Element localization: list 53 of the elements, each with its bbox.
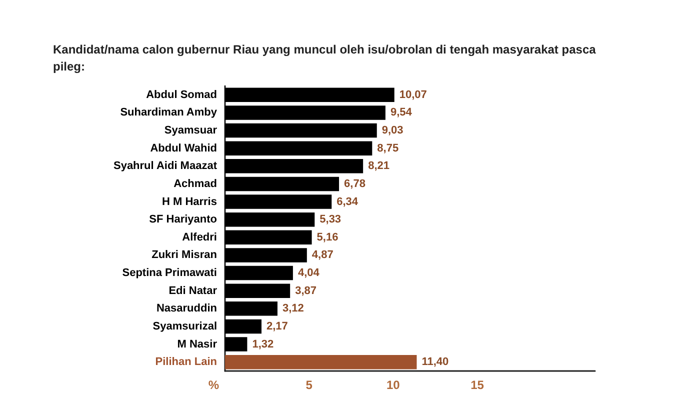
x-tick-label: 15	[470, 378, 484, 392]
x-axis-title: %	[208, 378, 220, 392]
chart-title: Kandidat/nama calon gubernur Riau yang muncul oleh isu/obrolan di tengah masyarakat pasca pileg:	[53, 42, 600, 74]
bar	[225, 88, 394, 102]
y-tick-label: SF Hariyanto	[149, 214, 218, 226]
bar	[225, 159, 364, 174]
y-tick-label: Nasaruddin	[156, 302, 218, 315]
bar	[225, 194, 332, 209]
y-tick-label: Achmad	[174, 178, 217, 190]
y-tick-label: Syamsuar	[164, 124, 218, 137]
data-label: 3,87	[295, 284, 317, 297]
data-label: 8,75	[377, 142, 399, 154]
x-tick-label: 10	[386, 378, 400, 392]
y-tick-label: Zukri Misran	[152, 249, 218, 262]
data-label: 8,21	[368, 160, 390, 172]
bar	[225, 106, 386, 120]
y-tick-label: Edi Natar	[168, 284, 218, 297]
data-label: 5,16	[316, 231, 338, 244]
data-label: 11,40	[422, 356, 449, 368]
data-label: 2,17	[266, 320, 288, 332]
data-label: 6,34	[336, 196, 359, 208]
bar	[225, 212, 315, 227]
y-tick-label: Syahrul Aidi Maazat	[113, 160, 218, 172]
data-label: 4,87	[312, 249, 334, 262]
data-label: 9,54	[390, 106, 413, 119]
y-tick-label: Suhardiman Amby	[120, 106, 218, 119]
bar	[225, 337, 248, 352]
bar	[225, 319, 262, 334]
x-tick-label: 5	[306, 378, 313, 392]
y-tick-label: M Nasir	[177, 338, 218, 350]
bar	[225, 141, 372, 156]
data-label: 4,04	[298, 267, 320, 280]
y-tick-label: Abdul Somad	[146, 88, 217, 101]
y-tick-label: Pilihan Lain	[155, 356, 218, 368]
data-label: 5,33	[320, 214, 342, 226]
y-tick-label: Septina Primawati	[122, 267, 217, 280]
y-tick-label: H M Harris	[162, 196, 217, 208]
y-tick-label: Alfedri	[182, 231, 217, 244]
data-label: 1,32	[252, 338, 274, 350]
data-label: 10,07	[399, 88, 427, 101]
bar	[225, 302, 278, 316]
data-label: 6,78	[344, 178, 366, 190]
bar	[225, 248, 307, 262]
y-tick-label: Syamsurizal	[152, 320, 217, 332]
data-label: 3,12	[282, 302, 304, 315]
y-tick-label: Abdul Wahid	[150, 142, 217, 154]
bar	[225, 266, 293, 280]
bar	[225, 123, 377, 138]
bar	[225, 284, 290, 298]
bar	[225, 354, 417, 370]
data-label: 9,03	[382, 124, 404, 137]
bar	[225, 230, 312, 245]
bar	[225, 176, 340, 192]
